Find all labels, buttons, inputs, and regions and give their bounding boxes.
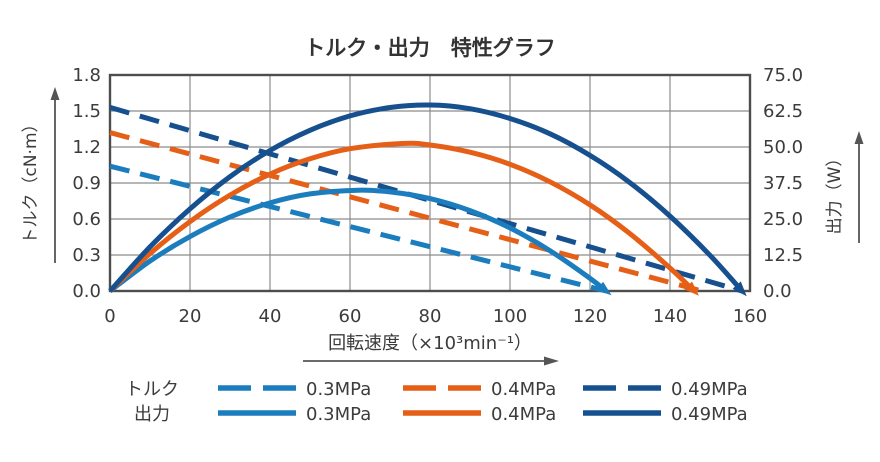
x-tick-60: 60 <box>339 306 362 327</box>
legend-row-label-トルク: トルク <box>125 379 179 400</box>
x-axis-arrow <box>303 356 559 366</box>
y-right-tick-75.0: 75.0 <box>763 65 803 86</box>
y-left-tick-0.0: 0.0 <box>72 281 101 302</box>
y-left-tick-1.5: 1.5 <box>72 101 101 122</box>
series-torque-0.4MPa <box>109 130 703 294</box>
series-arrowhead-power-0.4MPa <box>684 281 699 296</box>
legend-entry-label-トルク-0.49MPa: 0.49MPa <box>671 379 748 400</box>
x-axis-label: 回転速度（×10³min⁻¹） <box>328 333 532 354</box>
chart-title: トルク・出力 特性グラフ <box>304 36 556 60</box>
series-arrowhead-power-0.3MPa <box>596 281 612 296</box>
x-tick-160: 160 <box>733 306 767 327</box>
legend-entry-label-トルク-0.4MPa: 0.4MPa <box>491 379 556 400</box>
x-tick-100: 100 <box>493 306 527 327</box>
y-right-tick-12.5: 12.5 <box>763 245 803 266</box>
grid-layer <box>110 75 750 291</box>
series-torque-0.3MPa <box>109 163 607 294</box>
x-tick-20: 20 <box>179 306 202 327</box>
x-tick-0: 0 <box>104 306 115 327</box>
series-layer <box>108 102 747 297</box>
y-right-tick-62.5: 62.5 <box>763 101 803 122</box>
series-power-0.4MPa <box>108 140 696 293</box>
series-power-0.3MPa <box>108 187 608 294</box>
y-left-axis-label: トルク（cN·m） <box>21 115 41 244</box>
y-right-tick-37.5: 37.5 <box>763 173 803 194</box>
x-tick-40: 40 <box>259 306 282 327</box>
y-right-tick-25.0: 25.0 <box>763 209 803 230</box>
y-left-tick-0.6: 0.6 <box>72 209 101 230</box>
plot-frame <box>108 73 752 293</box>
legend-entry-label-出力-0.3MPa: 0.3MPa <box>306 404 371 425</box>
x-tick-120: 120 <box>573 306 607 327</box>
legend-entry-label-トルク-0.3MPa: 0.3MPa <box>306 379 371 400</box>
series-power-0.49MPa <box>108 102 744 293</box>
y-left-tick-0.9: 0.9 <box>72 173 101 194</box>
legend-layer: トルク 0.3MPa 0.4MPa 0.49MPa 出力 0.3MPa 0.4MPa 0.49… <box>125 379 748 425</box>
x-tick-140: 140 <box>653 306 687 327</box>
y-left-tick-1.2: 1.2 <box>72 137 101 158</box>
y-left-tick-0.3: 0.3 <box>72 245 101 266</box>
y-right-axis-label: 出力（W） <box>825 150 845 235</box>
y-right-tick-50.0: 50.0 <box>763 137 803 158</box>
legend-row-label-出力: 出力 <box>134 404 170 425</box>
x-tick-80: 80 <box>419 306 442 327</box>
legend-entry-label-出力-0.4MPa: 0.4MPa <box>491 404 556 425</box>
tick-layer: 0 20 40 60 80 100 120 140 160 1.8 1.5 1.2 0.9 0.6 0.3 0… <box>72 65 803 327</box>
y-right-tick-0.0: 0.0 <box>763 281 792 302</box>
legend-entry-label-出力-0.49MPa: 0.49MPa <box>671 404 748 425</box>
series-arrowhead-power-0.49MPa <box>732 281 747 297</box>
y-right-axis-arrow <box>854 131 864 243</box>
y-left-tick-1.8: 1.8 <box>72 65 101 86</box>
y-left-axis-arrow <box>50 87 60 263</box>
